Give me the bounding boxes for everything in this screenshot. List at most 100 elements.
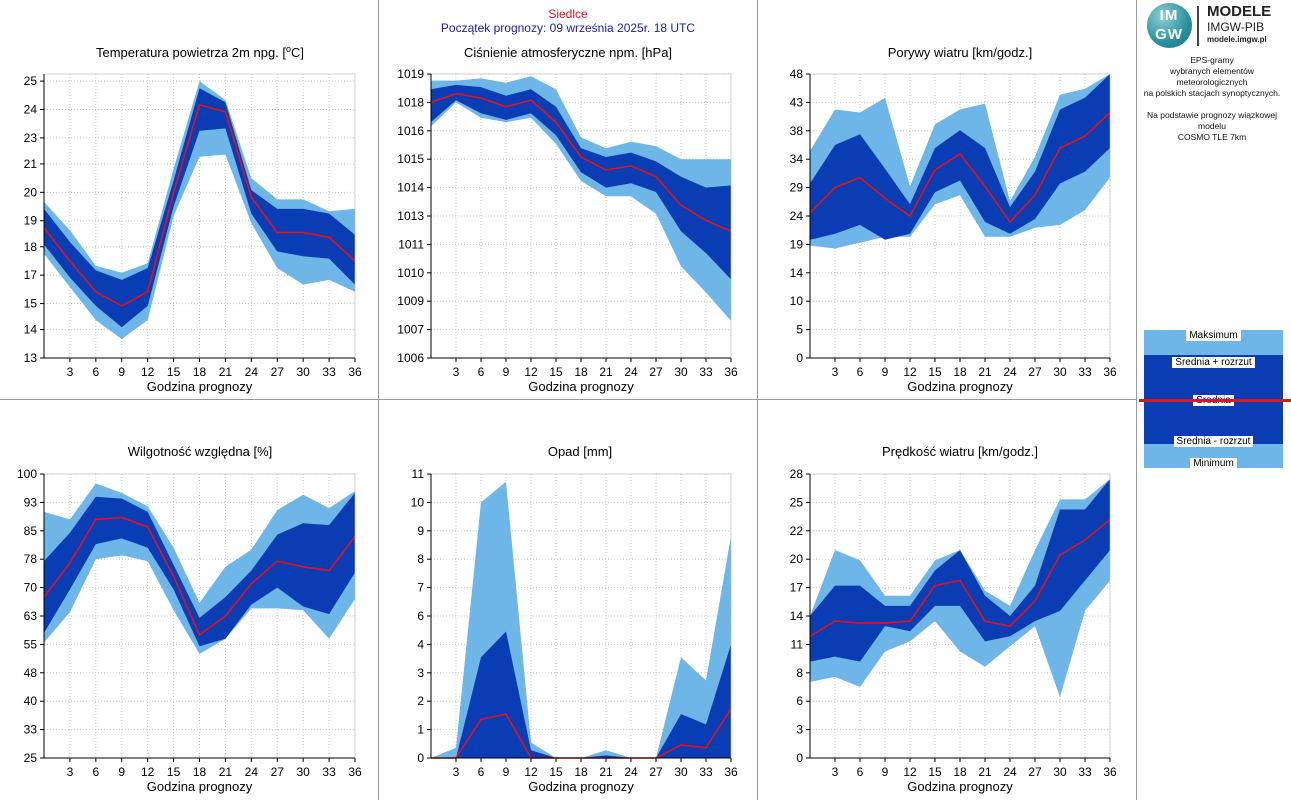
y-tick-label: 93 — [24, 495, 38, 509]
y-tick-label: 25 — [790, 495, 804, 509]
legend-mean-plus-label: Średnia + rozrzut — [1144, 357, 1283, 368]
y-tick-label: 0 — [796, 351, 803, 365]
series-mean-line — [809, 111, 1111, 224]
y-tick-label: 3 — [796, 723, 803, 737]
logo-subtitle: IMGW-PIB — [1207, 20, 1265, 34]
x-tick-label: 6 — [92, 765, 99, 779]
y-tick-label: 1 — [417, 723, 424, 737]
y-tick-label: 14 — [790, 609, 804, 623]
y-tick-label: 17 — [24, 268, 38, 282]
x-tick-label: 33 — [699, 365, 713, 379]
y-tick-label: 1006 — [397, 351, 424, 365]
x-tick-label: 9 — [118, 365, 125, 379]
x-tick-label: 3 — [453, 765, 460, 779]
x-tick-label: 30 — [1053, 765, 1067, 779]
x-tick-label: 30 — [1053, 365, 1067, 379]
y-tick-label: 48 — [24, 666, 38, 680]
y-tick-label: 17 — [790, 581, 804, 595]
y-tick-label: 0 — [796, 751, 803, 765]
x-tick-label: 36 — [1103, 765, 1117, 779]
x-tick-label: 21 — [978, 765, 992, 779]
series-spread-band — [810, 479, 1110, 662]
y-tick-label: 1009 — [397, 294, 424, 308]
x-tick-label: 9 — [882, 765, 889, 779]
x-tick-label: 36 — [724, 365, 738, 379]
chart-2: 1006 1007 1009 1010 1011 1013 1014 1015 1016 1018… — [397, 45, 738, 394]
y-tick-label: 23 — [24, 131, 38, 145]
x-tick-label: 12 — [141, 765, 155, 779]
x-tick-label: 6 — [857, 765, 864, 779]
info-line: wybranych elementów meteorologicznych — [1169, 66, 1255, 87]
series-min-max-band — [44, 81, 355, 340]
y-tick-label: 19 — [790, 237, 804, 251]
info-line: na polskich stacjach synoptycznych. — [1143, 88, 1281, 98]
y-tick-label: 13 — [24, 351, 38, 365]
y-tick-label: 20 — [24, 185, 38, 199]
y-tick-label: 22 — [790, 524, 804, 538]
y-tick-label: 8 — [796, 666, 803, 680]
legend-mean-minus-label: Średnia - rozrzut — [1144, 436, 1283, 447]
x-tick-label: 21 — [599, 765, 613, 779]
panel-divider-v3 — [1136, 0, 1137, 800]
x-tick-label: 36 — [1103, 365, 1117, 379]
y-tick-label: 7 — [417, 581, 424, 595]
y-tick-label: 14 — [790, 266, 804, 280]
logo-title: MODELE — [1207, 3, 1272, 20]
chart-title: Wilgotność względna [%] — [128, 444, 273, 459]
x-tick-label: 33 — [1078, 765, 1092, 779]
chart-title: Porywy wiatru [km/godz.] — [888, 45, 1033, 60]
series-spread-band — [44, 492, 355, 647]
x-tick-label: 9 — [118, 765, 125, 779]
x-tick-label: 18 — [193, 765, 207, 779]
y-tick-label: 29 — [790, 181, 804, 195]
y-tick-label: 48 — [790, 67, 804, 81]
x-tick-label: 6 — [478, 765, 485, 779]
logo-url: modele.imgw.pl — [1207, 35, 1267, 44]
y-tick-label: 28 — [790, 467, 804, 481]
x-axis-label: Godzina prognozy — [147, 779, 253, 794]
x-tick-label: 24 — [245, 765, 259, 779]
x-axis-label: Godzina prognozy — [907, 379, 1013, 394]
x-tick-label: 18 — [574, 365, 588, 379]
x-tick-label: 6 — [857, 365, 864, 379]
info-line: COSMO TLE 7km — [1177, 132, 1247, 142]
y-tick-label: 70 — [24, 581, 38, 595]
x-tick-label: 27 — [649, 365, 663, 379]
x-tick-label: 12 — [903, 765, 917, 779]
imgw-logo[interactable]: IM GW MODELE IMGW-PIB modele.imgw.pl — [1145, 2, 1285, 50]
x-tick-label: 12 — [141, 365, 155, 379]
info-line: Na podstawie prognozy wiązkowej modelu — [1147, 110, 1277, 131]
y-tick-label: 63 — [24, 609, 38, 623]
x-axis-label: Godzina prognozy — [528, 779, 634, 794]
legend-max-label: Maksimum — [1144, 330, 1283, 341]
y-tick-label: 18 — [24, 240, 38, 254]
x-tick-label: 27 — [1028, 365, 1042, 379]
x-tick-label: 12 — [524, 365, 538, 379]
x-tick-label: 18 — [193, 365, 207, 379]
station-name: Siedlce — [548, 7, 588, 21]
x-tick-label: 33 — [322, 365, 336, 379]
panel-divider-v2 — [757, 0, 758, 800]
series-mean-line — [430, 92, 732, 233]
y-tick-label: 33 — [24, 723, 38, 737]
x-tick-label: 27 — [649, 765, 663, 779]
x-tick-label: 12 — [903, 365, 917, 379]
x-tick-label: 21 — [978, 365, 992, 379]
y-tick-label: 43 — [790, 95, 804, 109]
x-tick-label: 33 — [1078, 365, 1092, 379]
y-tick-label: 100 — [17, 467, 37, 481]
y-tick-label: 38 — [790, 124, 804, 138]
y-tick-label: 24 — [790, 209, 804, 223]
y-tick-label: 1018 — [397, 95, 424, 109]
x-tick-label: 30 — [296, 365, 310, 379]
y-tick-label: 2 — [417, 694, 424, 708]
y-tick-label: 20 — [790, 552, 804, 566]
y-tick-label: 9 — [417, 524, 424, 538]
x-tick-label: 3 — [67, 765, 74, 779]
logo-mark-top: IM — [1159, 7, 1179, 24]
x-tick-label: 33 — [322, 765, 336, 779]
x-tick-label: 27 — [1028, 765, 1042, 779]
